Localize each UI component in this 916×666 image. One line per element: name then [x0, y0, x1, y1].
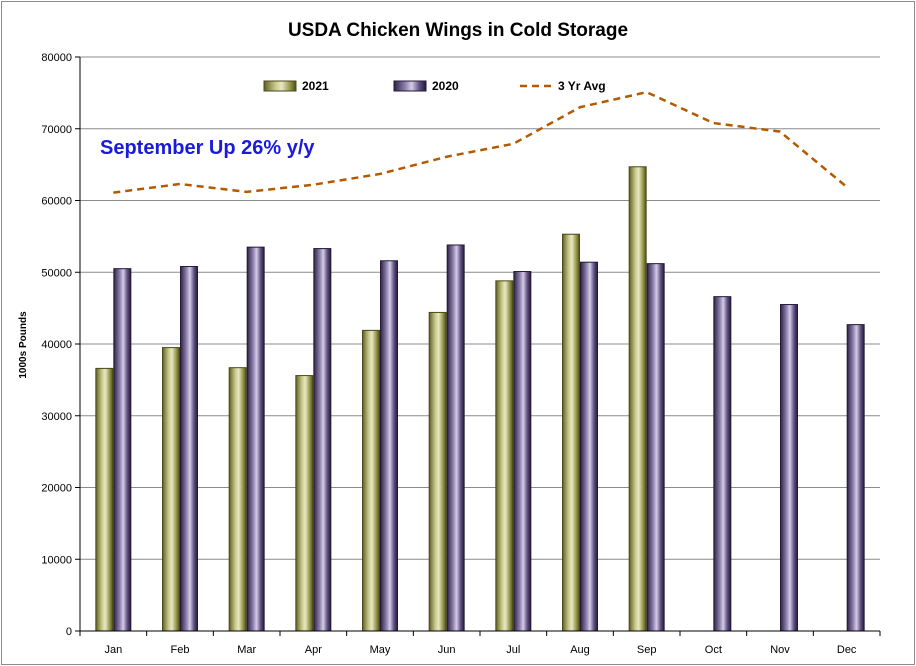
y-axis-ticks: 0 10000 20000 30000 40000 50000 60000 70000 8000…: [41, 52, 81, 638]
legend: 2021 2020 3 Yr Avg: [263, 79, 606, 93]
x-tick-label: May: [370, 644, 391, 656]
x-tick-label: Jun: [438, 644, 456, 656]
y-tick-label: 20000: [41, 483, 72, 495]
x-tick-label: Dec: [837, 644, 857, 656]
y-tick-label: 70000: [41, 124, 72, 136]
bar-2020: [846, 324, 865, 632]
bar-2020: [780, 304, 798, 632]
avg-line: [113, 90, 848, 194]
y-tick-label: 50000: [41, 267, 72, 279]
gridlines: [80, 56, 880, 560]
bar-2020: [646, 263, 665, 632]
bar-2021: [428, 311, 447, 632]
x-tick-label: Mar: [237, 644, 256, 656]
x-tick-label: Oct: [705, 644, 722, 656]
bars: [95, 166, 865, 632]
september-annotation: September Up 26% y/y: [100, 137, 315, 159]
y-tick-label: 80000: [41, 52, 72, 64]
bar-2021: [295, 375, 314, 632]
bar-2020: [380, 260, 398, 632]
y-axis-title: 1000s Pounds: [18, 311, 29, 379]
y-tick-label: 30000: [41, 411, 72, 423]
bar-2020: [180, 266, 198, 632]
bar-2021: [362, 329, 380, 632]
bar-2021: [628, 166, 647, 632]
y-tick-label: 40000: [41, 339, 72, 351]
x-axis-ticks: Jan Feb Mar Apr May Jun Jul Aug Sep Oct Nov Dec: [79, 631, 881, 656]
x-tick-label: Jan: [104, 644, 122, 656]
line-3-yr-avg: [113, 90, 848, 194]
y-tick-label: 0: [66, 626, 72, 638]
x-tick-label: Nov: [770, 644, 790, 656]
bar-2020: [580, 261, 598, 632]
legend-label: 2021: [302, 79, 329, 93]
y-tick-label: 10000: [41, 554, 72, 566]
x-tick-label: Jul: [506, 644, 520, 656]
bar-2021: [95, 367, 114, 632]
bar-2021: [562, 233, 580, 632]
bar-2020: [313, 248, 332, 632]
bar-2020: [446, 244, 465, 632]
bar-2021: [228, 367, 247, 632]
bar-2020: [246, 246, 265, 632]
legend-label: 3 Yr Avg: [558, 79, 606, 93]
x-tick-label: Feb: [171, 644, 190, 656]
bar-2021: [162, 347, 180, 632]
chart-title: USDA Chicken Wings in Cold Storage: [288, 20, 628, 41]
x-tick-label: Aug: [570, 644, 590, 656]
bar-2020: [713, 296, 732, 632]
legend-label: 2020: [432, 79, 459, 93]
bar-2020: [113, 268, 132, 632]
y-tick-label: 60000: [41, 196, 72, 208]
bar-2021: [495, 280, 514, 632]
x-tick-label: Apr: [305, 644, 322, 656]
legend-swatch: [393, 80, 427, 92]
legend-swatch: [263, 80, 297, 92]
x-tick-label: Sep: [637, 644, 657, 656]
bar-2020: [513, 271, 532, 632]
